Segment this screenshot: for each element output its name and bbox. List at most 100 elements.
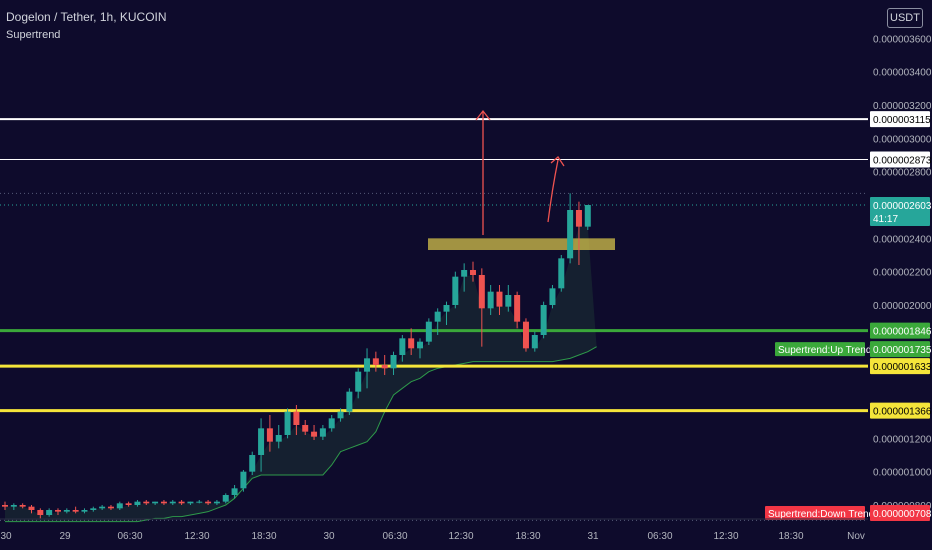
candle-body: [10, 505, 17, 507]
candle-body: [549, 288, 556, 305]
candle-body: [381, 365, 388, 369]
candle-body: [169, 501, 176, 504]
candle-body: [469, 270, 476, 275]
x-tick-label: 12:30: [184, 531, 209, 542]
current-price-label: 0.000002603: [873, 201, 932, 212]
candle-body: [46, 510, 53, 515]
candle-body: [143, 501, 150, 504]
candle-body: [319, 428, 326, 437]
target-arrow-2: [547, 159, 559, 223]
candle-body: [355, 371, 362, 392]
candle-body: [266, 428, 273, 442]
candle-body: [213, 501, 220, 504]
symbol-title: Dogelon / Tether, 1h, KUCOIN: [6, 10, 167, 24]
x-tick-label: 29: [59, 531, 71, 542]
level-price-tag: [870, 322, 930, 339]
level-price-label: 0.000001633: [873, 362, 932, 373]
level-price-tag: [870, 402, 930, 419]
x-tick-label: 31: [587, 531, 599, 542]
x-tick-label: 18:30: [251, 531, 276, 542]
candle-body: [284, 411, 291, 435]
supertrend-up-tag: [775, 342, 865, 357]
candle-body: [258, 428, 265, 455]
candle-body: [152, 501, 159, 504]
candle-body: [496, 291, 503, 307]
currency-button[interactable]: USDT: [887, 8, 923, 28]
y-tick-label: 0.000001000: [873, 468, 932, 479]
level-price-label: 0.000003115: [873, 115, 931, 126]
x-tick-label: 06:30: [117, 531, 142, 542]
y-tick-label: 0.000002400: [873, 234, 932, 245]
x-tick-label: 18:30: [515, 531, 540, 542]
candle-body: [443, 305, 450, 312]
candle-body: [54, 510, 61, 512]
x-tick-label: Nov: [847, 531, 865, 542]
candle-body: [187, 501, 194, 504]
candle-body: [531, 335, 538, 349]
candle-body: [275, 435, 282, 442]
candle-body: [249, 455, 256, 472]
candle-body: [302, 425, 309, 432]
y-tick-label: 0.000002800: [873, 168, 932, 179]
y-tick-label: 0.000003400: [873, 68, 932, 79]
candle-body: [399, 338, 406, 355]
supertrend-line: [5, 346, 597, 523]
candle-body: [558, 258, 565, 289]
candle-body: [19, 505, 26, 507]
candle-timer: 41:17: [873, 214, 898, 225]
candle-body: [160, 501, 167, 504]
candle-body: [2, 505, 8, 507]
supertrend-up-price-tag: [870, 341, 930, 358]
candle-body: [567, 210, 574, 259]
candle-body: [293, 411, 300, 425]
candle-body: [134, 501, 141, 505]
candle-body: [452, 276, 459, 305]
candle-body: [125, 503, 132, 505]
target-arrow-1-head: [475, 109, 491, 121]
candle-body: [425, 321, 432, 342]
current-price-tag: [870, 197, 930, 226]
candle-body: [328, 418, 335, 429]
candle-body: [116, 503, 123, 509]
candle-body: [311, 431, 318, 437]
y-tick-label: 0.000003600: [873, 34, 932, 45]
level-price-label: 0.000002873: [873, 156, 932, 167]
candle-body: [99, 506, 106, 509]
candle-body: [478, 275, 485, 309]
level-price-tag: [870, 151, 930, 168]
candle-body: [390, 355, 397, 369]
candle-body: [196, 501, 203, 503]
candle-body: [81, 510, 88, 512]
supertrend-down-tag: [765, 506, 865, 520]
indicator-name: Supertrend: [6, 29, 61, 41]
candle-body: [584, 205, 591, 227]
supertrend-down-label: Supertrend:Down Trend: [768, 509, 874, 520]
candle-body: [372, 358, 379, 365]
price-axis: [868, 0, 932, 550]
supertrend-down-price: 0.000000708: [873, 509, 932, 520]
resistance-zone: [428, 238, 615, 250]
candle-body: [522, 321, 529, 349]
y-tick-label: 0.000002200: [873, 268, 932, 279]
candle-body: [178, 501, 185, 504]
candle-body: [417, 341, 424, 349]
candle-body: [487, 291, 494, 309]
y-tick-label: 0.000002000: [873, 301, 932, 312]
candle-body: [37, 510, 44, 515]
level-price-tag: [870, 111, 930, 128]
candle-body: [63, 510, 70, 512]
y-tick-label: 0.000001200: [873, 434, 932, 445]
level-price-label: 0.000001366: [873, 407, 932, 418]
candle-body: [434, 311, 441, 322]
level-price-label: 0.000001846: [873, 327, 932, 338]
x-tick-label: 18:30: [778, 531, 803, 542]
candle-body: [205, 501, 212, 504]
candle-body: [337, 411, 344, 419]
candle-body: [540, 305, 547, 335]
x-tick-label: 30: [0, 531, 12, 542]
candle-body: [90, 508, 97, 510]
supertrend-up-price: 0.000001735: [873, 345, 932, 356]
candle-body: [222, 495, 229, 502]
candle-body: [408, 338, 415, 349]
